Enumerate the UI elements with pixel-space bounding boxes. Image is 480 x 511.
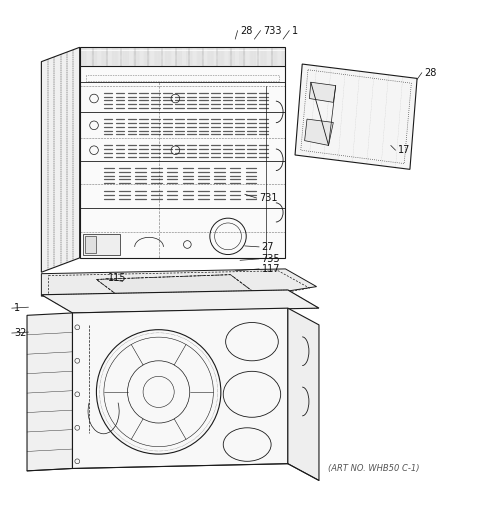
Polygon shape — [80, 48, 286, 66]
Polygon shape — [41, 269, 317, 296]
Polygon shape — [83, 234, 120, 256]
Text: 115: 115 — [108, 273, 127, 284]
Text: 1: 1 — [292, 26, 298, 36]
Polygon shape — [96, 274, 259, 301]
Text: 733: 733 — [263, 26, 281, 36]
Polygon shape — [41, 290, 319, 313]
Text: (ART NO. WHB50 C-1): (ART NO. WHB50 C-1) — [328, 464, 420, 473]
Text: 1: 1 — [14, 303, 20, 313]
Text: 731: 731 — [259, 193, 277, 203]
Polygon shape — [288, 308, 319, 480]
Text: 735: 735 — [262, 254, 280, 264]
Polygon shape — [310, 82, 336, 102]
Polygon shape — [41, 48, 80, 272]
Text: 117: 117 — [262, 264, 280, 274]
Text: 28: 28 — [424, 67, 437, 78]
Polygon shape — [80, 66, 286, 258]
Polygon shape — [85, 237, 96, 253]
Polygon shape — [72, 308, 288, 469]
Text: 28: 28 — [240, 26, 252, 36]
Polygon shape — [27, 313, 72, 471]
Text: 17: 17 — [398, 145, 410, 155]
Text: 27: 27 — [262, 242, 274, 252]
Text: 32: 32 — [14, 328, 26, 338]
Polygon shape — [295, 64, 417, 169]
Polygon shape — [305, 119, 333, 146]
